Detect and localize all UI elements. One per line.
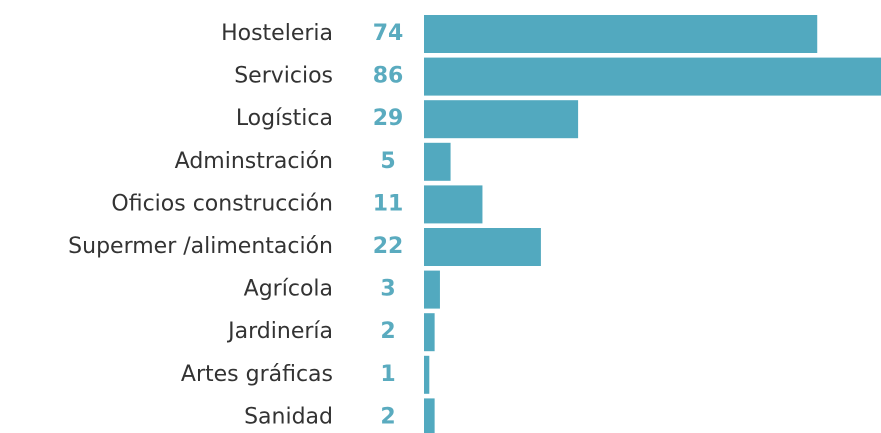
category-label: Agrícola (244, 277, 333, 302)
bar (424, 313, 435, 352)
bar (424, 398, 435, 433)
category-label: Logística (236, 106, 333, 131)
bar (424, 228, 541, 266)
bar (424, 15, 818, 53)
category-label: Hosteleria (221, 21, 333, 46)
value-label: 11 (373, 191, 404, 216)
category-label: Adminstración (175, 149, 333, 174)
value-label: 2 (380, 319, 395, 344)
category-label: Sanidad (244, 404, 333, 429)
value-label: 3 (380, 277, 395, 302)
value-label: 74 (373, 21, 404, 46)
category-label: Oficios construcción (111, 191, 333, 216)
bar (424, 142, 451, 181)
value-label: 5 (380, 149, 395, 174)
value-label: 86 (373, 64, 404, 89)
value-label: 1 (380, 362, 395, 387)
bar (424, 57, 881, 96)
category-label: Servicios (234, 64, 333, 89)
value-label: 22 (373, 234, 404, 259)
bar (424, 100, 579, 139)
category-label: Jardinería (226, 319, 333, 344)
category-label: Supermer /alimentación (68, 234, 333, 259)
category-label: Artes gráficas (181, 362, 333, 387)
bar (424, 185, 483, 224)
bar (424, 355, 430, 394)
value-label: 29 (373, 106, 404, 131)
value-label: 2 (380, 404, 395, 429)
bar (424, 270, 440, 309)
